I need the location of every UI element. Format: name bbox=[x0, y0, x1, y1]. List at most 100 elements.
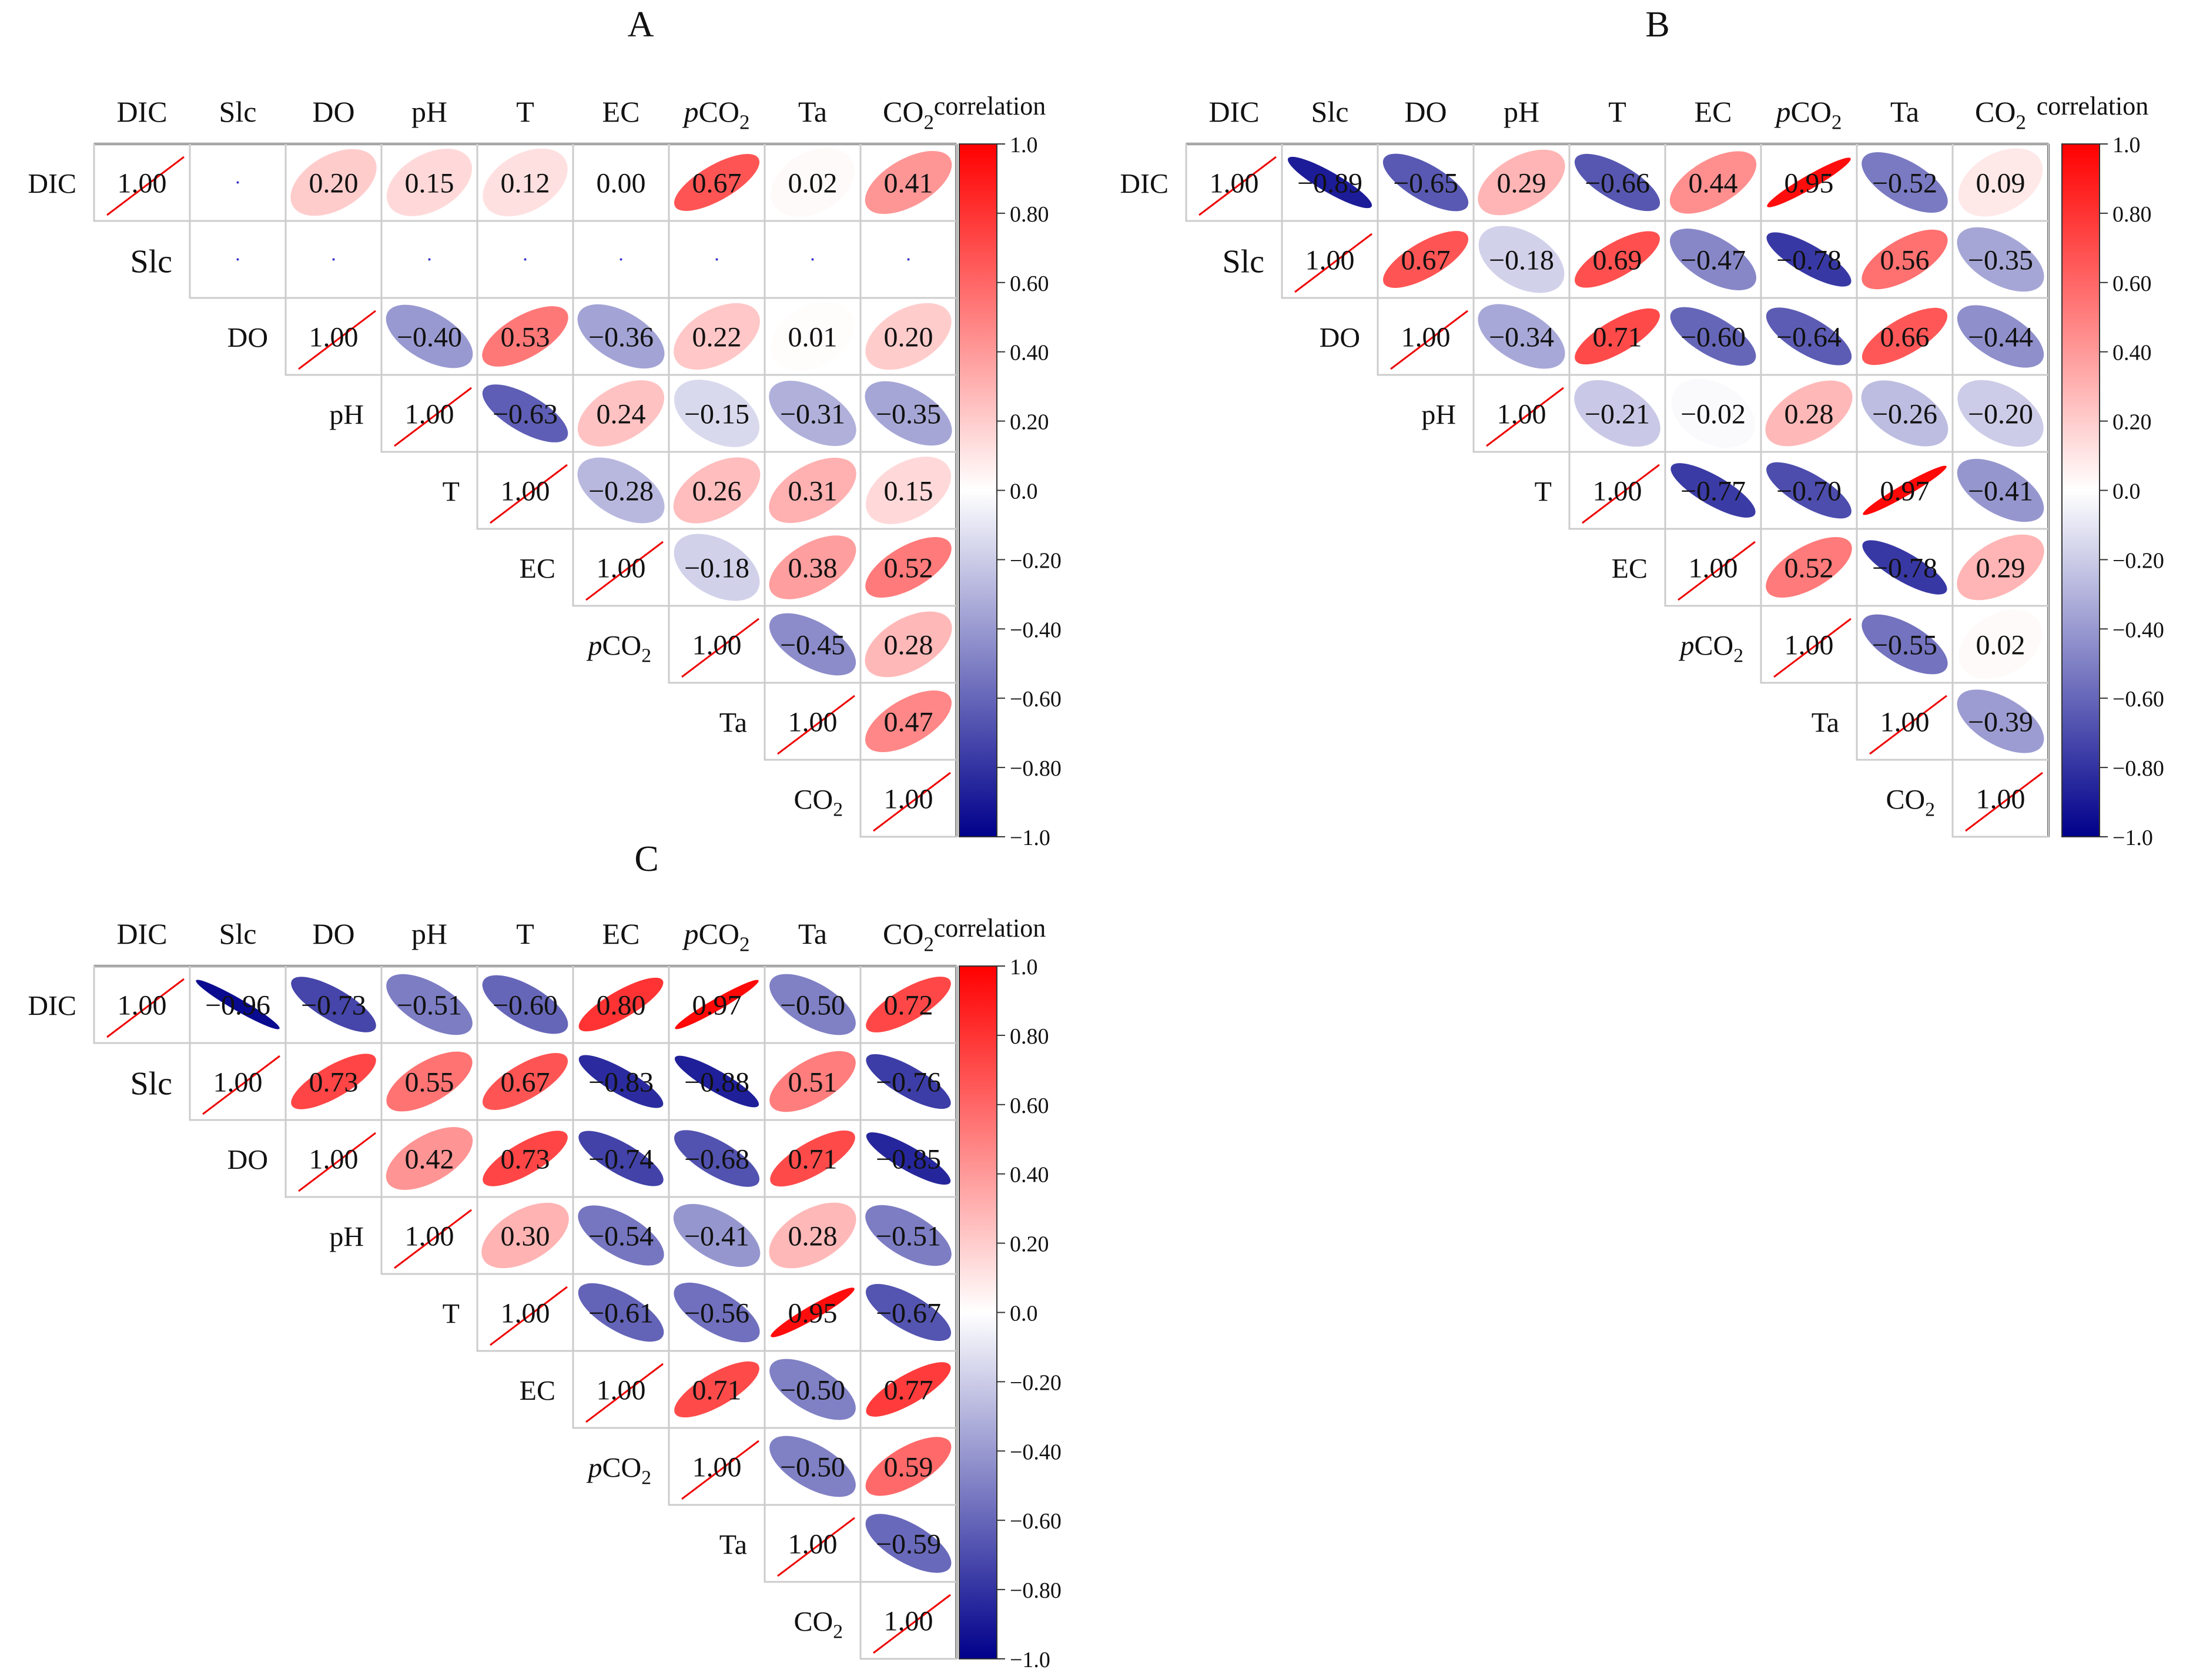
row-label: Slc bbox=[130, 244, 172, 280]
cell-value: 1.00 bbox=[1593, 476, 1642, 507]
colorbar-tick-label: 0.40 bbox=[1010, 341, 1049, 365]
cell-value: −0.02 bbox=[1680, 399, 1746, 430]
column-header: pH bbox=[411, 95, 447, 128]
correlation-ellipse bbox=[865, 690, 952, 752]
correlation-ellipse bbox=[1958, 609, 2043, 679]
cell-value: 1.00 bbox=[501, 1298, 550, 1329]
diagonal-line bbox=[1582, 464, 1660, 524]
cell-value: 0.69 bbox=[1593, 245, 1642, 276]
correlation-ellipse bbox=[1861, 152, 1948, 213]
column-header: EC bbox=[1695, 95, 1732, 128]
panel-A: A DIC Slc DO pH T EC pCO2 Ta CO2 DIC 1.00 0.20 0.15 0.… bbox=[28, 5, 1062, 850]
column-header: DO bbox=[312, 95, 354, 128]
correlation-ellipse bbox=[769, 1202, 856, 1269]
colorbar-tick-label: −0.40 bbox=[2112, 618, 2164, 642]
cell-value: −0.45 bbox=[780, 630, 845, 661]
cell-value: 0.12 bbox=[501, 168, 550, 199]
cell-value: −0.74 bbox=[588, 1144, 654, 1175]
colorbar-tick-label: 0.80 bbox=[1010, 1024, 1049, 1049]
cell-value: 0.28 bbox=[884, 630, 933, 661]
cell-value: −0.41 bbox=[684, 1221, 749, 1252]
correlation-ellipse bbox=[482, 384, 568, 442]
diagonal-line bbox=[681, 618, 759, 678]
row-label: Ta bbox=[719, 1530, 747, 1561]
cell-value: −0.50 bbox=[780, 990, 845, 1021]
cell-value: 0.56 bbox=[1880, 245, 1930, 276]
cell-value: 0.24 bbox=[597, 399, 646, 430]
correlation-ellipse bbox=[865, 303, 952, 370]
diagonal-line bbox=[1678, 541, 1756, 601]
correlation-ellipse bbox=[578, 977, 664, 1032]
correlation-ellipse bbox=[290, 149, 377, 216]
correlation-ellipse bbox=[673, 1203, 761, 1267]
correlation-ellipse bbox=[866, 1054, 951, 1109]
diagonal-line bbox=[1390, 310, 1468, 370]
correlation-ellipse bbox=[769, 1436, 856, 1497]
column-header: CO2 bbox=[1975, 95, 2026, 134]
colorbar-tick-label: 0.0 bbox=[2112, 479, 2141, 504]
cell-value: 0.71 bbox=[692, 1375, 742, 1406]
correlation-ellipse bbox=[865, 1514, 952, 1573]
cell-value: 0.71 bbox=[788, 1144, 838, 1175]
cell-value: 1.00 bbox=[1305, 245, 1355, 276]
correlation-ellipse bbox=[865, 611, 952, 678]
cell-value: 0.29 bbox=[1497, 168, 1546, 199]
colorbar-tick-label: 0.0 bbox=[1010, 479, 1038, 504]
cell-value: −0.41 bbox=[1968, 476, 2033, 507]
cell-value: 0.31 bbox=[788, 476, 838, 507]
diagonal-line bbox=[1773, 618, 1852, 678]
cell-value: 0.38 bbox=[788, 553, 838, 584]
correlation-ellipse bbox=[674, 534, 760, 601]
cell-value: −0.47 bbox=[1680, 245, 1746, 276]
correlation-ellipse bbox=[865, 150, 952, 214]
diagonal-line bbox=[1198, 156, 1277, 216]
diagonal-line bbox=[298, 310, 376, 370]
diagonal-line bbox=[394, 1209, 472, 1269]
cell-value: 1.00 bbox=[884, 1606, 933, 1637]
cell-value: −0.39 bbox=[1968, 707, 2033, 738]
cell-value: −0.35 bbox=[876, 399, 941, 430]
cell-value: 0.00 bbox=[597, 168, 646, 199]
column-header: DO bbox=[1404, 95, 1447, 128]
diagonal-line bbox=[873, 1594, 951, 1654]
correlation-ellipse bbox=[1287, 156, 1372, 209]
cell-value: 0.02 bbox=[788, 168, 838, 199]
cell-value: 1.00 bbox=[1785, 630, 1834, 661]
column-header: Slc bbox=[1311, 95, 1349, 128]
cell-value: −0.59 bbox=[876, 1529, 941, 1560]
correlation-ellipse bbox=[482, 306, 568, 367]
cell-value: −0.60 bbox=[1680, 322, 1746, 353]
legend-title: correlation bbox=[934, 914, 1046, 943]
diagonal-line bbox=[106, 978, 185, 1038]
correlation-ellipse bbox=[1574, 380, 1660, 447]
colorbar-tick-label: 1.0 bbox=[1010, 955, 1038, 980]
cell-value: −0.34 bbox=[1489, 322, 1554, 353]
colorbar-tick-label: −0.20 bbox=[2112, 548, 2164, 573]
colorbar-tick-label: −0.20 bbox=[1010, 548, 1062, 573]
correlation-ellipse bbox=[482, 1053, 568, 1110]
row-label: DO bbox=[227, 323, 268, 354]
colorbar-tick-label: −1.0 bbox=[1010, 1648, 1050, 1672]
correlation-ellipse bbox=[674, 303, 760, 370]
cell-value: 1.00 bbox=[692, 630, 742, 661]
empty-dot bbox=[811, 258, 814, 261]
cell-value: 0.97 bbox=[1880, 476, 1930, 507]
correlation-ellipse bbox=[577, 457, 665, 524]
diagonal-line bbox=[1294, 233, 1372, 293]
correlation-ellipse bbox=[1766, 232, 1852, 287]
diagonal-line bbox=[202, 1055, 280, 1115]
colorbar-tick-label: 0.0 bbox=[1010, 1302, 1038, 1326]
correlation-ellipse bbox=[675, 980, 759, 1030]
diagonal-line bbox=[585, 541, 664, 601]
cell-value: 0.15 bbox=[405, 168, 454, 199]
cell-value: 0.28 bbox=[1785, 399, 1834, 430]
correlation-ellipse bbox=[1861, 614, 1948, 675]
colorbar-tick-label: −0.60 bbox=[1010, 687, 1062, 712]
colorbar-tick-label: 0.60 bbox=[1010, 1094, 1049, 1118]
colorbar-tick-label: 0.60 bbox=[2112, 271, 2152, 296]
cell-value: 1.00 bbox=[597, 1375, 646, 1406]
row-label: pCO2 bbox=[587, 1453, 651, 1489]
colorbar-tick-label: −0.60 bbox=[1010, 1509, 1062, 1534]
diagonal-line bbox=[1869, 695, 1947, 755]
cell-value: 1.00 bbox=[118, 168, 167, 199]
